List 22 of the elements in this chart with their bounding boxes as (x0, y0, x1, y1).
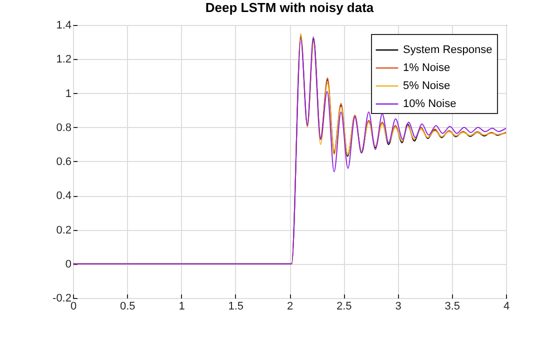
y-tick-label: 0.8 (56, 122, 72, 134)
x-tick-label: 1.5 (228, 300, 244, 312)
y-tick-label: 1.2 (56, 54, 72, 66)
x-tick-label: 2 (286, 300, 294, 312)
x-tick-label: 1 (178, 300, 185, 312)
y-tick-label: 0 (65, 258, 72, 270)
y-tick-label: 0.2 (56, 224, 72, 236)
y-tick-label: 0.4 (56, 190, 72, 202)
x-tick-label: 2.5 (336, 300, 352, 312)
x-tick-label: 3.5 (444, 300, 460, 312)
y-tick-label: 1 (65, 88, 72, 100)
legend-label: 5% Noise (403, 80, 450, 92)
x-tick-label: 4 (503, 300, 510, 312)
x-tick-label: 0.5 (120, 300, 136, 312)
legend-label: System Response (403, 44, 492, 56)
y-tick-label: 0.6 (56, 156, 72, 168)
legend-label: 1% Noise (403, 62, 450, 74)
y-tick-label: -0.2 (52, 292, 72, 304)
chart-title: Deep LSTM with noisy data (205, 0, 374, 15)
x-tick-label: 3 (395, 300, 402, 312)
legend-label: 10% Noise (403, 98, 456, 110)
y-tick-label: 1.4 (56, 20, 72, 32)
